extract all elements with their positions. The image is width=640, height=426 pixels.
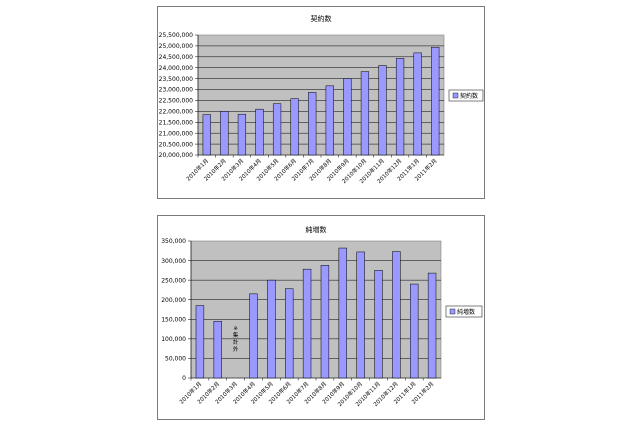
bar xyxy=(302,268,312,379)
bar xyxy=(202,114,211,156)
y-tick-label: 20,500,000 xyxy=(159,141,194,148)
net-increase-chart: 純増数 0 50,000 100,000 150,000 200,000 250,000 30… xyxy=(161,225,483,408)
bar xyxy=(343,78,352,156)
bar xyxy=(272,103,282,156)
chart-title: 契約数 xyxy=(311,14,332,23)
bar-annotation: ※集計外 xyxy=(233,326,239,353)
y-tick-label: 25,000,000 xyxy=(159,43,194,50)
bar xyxy=(290,98,299,156)
y-tick-label: 150,000 xyxy=(161,316,186,323)
bar xyxy=(320,265,330,379)
contracts-chart-panel: 契約数 20,000,000 20,500,000 21,000,000 21,500,… xyxy=(157,6,485,199)
bar xyxy=(338,247,347,379)
bar xyxy=(285,288,294,379)
contracts-chart: 契約数 20,000,000 20,500,000 21,000,000 21,500,… xyxy=(159,14,484,185)
legend-box xyxy=(445,305,483,318)
bar xyxy=(431,46,440,156)
y-tick-label: 21,000,000 xyxy=(159,130,194,137)
y-tick-label: 50,000 xyxy=(165,356,186,363)
bar xyxy=(237,113,247,156)
bar xyxy=(378,65,387,156)
y-tick-label: 22,000,000 xyxy=(159,109,194,116)
y-tick-label: 200,000 xyxy=(161,297,186,304)
bar xyxy=(360,71,370,156)
y-tick-label: 24,500,000 xyxy=(159,54,194,61)
plot-area xyxy=(190,240,442,379)
y-tick-label: 20,000,000 xyxy=(159,152,194,159)
plot-area xyxy=(197,34,445,156)
chart-title: 純増数 xyxy=(306,225,327,234)
bar xyxy=(308,92,317,156)
bar xyxy=(392,251,401,379)
bar xyxy=(255,108,264,156)
bar xyxy=(267,279,276,379)
y-tick-label: 21,500,000 xyxy=(159,119,194,126)
bar xyxy=(356,251,365,379)
bar xyxy=(410,283,419,379)
legend-label: 契約数 xyxy=(460,92,478,100)
y-tick-label: 300,000 xyxy=(161,258,186,265)
y-tick-label: 22,500,000 xyxy=(159,98,194,105)
y-tick-label: 350,000 xyxy=(161,238,186,245)
bar xyxy=(195,305,205,379)
legend-label: 純増数 xyxy=(457,308,475,316)
y-tick-label: 23,000,000 xyxy=(159,87,194,94)
y-tick-label: 100,000 xyxy=(161,336,186,343)
legend-swatch xyxy=(449,308,456,315)
bar xyxy=(220,111,229,156)
y-tick-label: 23,500,000 xyxy=(159,76,194,83)
net-increase-chart-panel: 純増数 0 50,000 100,000 150,000 200,000 250,000 30… xyxy=(157,215,485,420)
bar xyxy=(249,293,258,379)
bar xyxy=(374,270,383,379)
y-tick-label: 24,000,000 xyxy=(159,65,194,72)
bar xyxy=(413,52,422,156)
bar xyxy=(325,85,334,156)
legend-box xyxy=(448,89,484,102)
bar xyxy=(427,272,437,379)
bar xyxy=(213,320,222,379)
y-tick-label: 0 xyxy=(182,375,186,382)
y-tick-label: 250,000 xyxy=(161,277,186,284)
y-tick-label: 25,500,000 xyxy=(159,32,194,39)
legend-swatch xyxy=(452,92,459,99)
bar xyxy=(395,58,405,156)
